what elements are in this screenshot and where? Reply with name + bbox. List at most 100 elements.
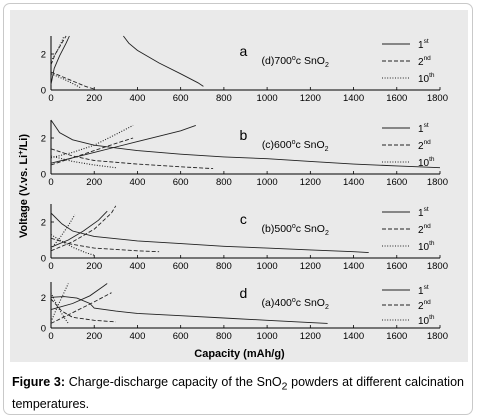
x-tick-label: 0 (48, 331, 53, 342)
legend-label: 1st (418, 206, 429, 219)
legend-label: 1st (418, 284, 429, 297)
series-line-dashed (50, 148, 214, 170)
x-tick-label: 800 (216, 261, 232, 272)
series-line-dotted (50, 155, 116, 169)
series-line-dashed (50, 71, 95, 90)
legend-label: 2nd (418, 55, 431, 68)
y-tick-label: 2 (41, 293, 46, 304)
x-tick-label: 200 (86, 331, 102, 342)
x-tick-label: 1800 (427, 93, 448, 104)
series-line-dotted (50, 234, 95, 256)
series-line-dotted (50, 292, 69, 324)
x-tick-label: 1800 (427, 177, 448, 188)
x-tick-label: 800 (216, 93, 232, 104)
series-line-dashed (50, 298, 116, 323)
series-line-dashed (50, 205, 117, 252)
legend-label: 10th (418, 72, 435, 85)
x-tick-label: 1000 (257, 93, 278, 104)
caption-label: Figure 3: (12, 375, 66, 389)
x-tick-label: 1200 (300, 93, 321, 104)
series-line-dotted (50, 214, 76, 250)
legend-label: 2nd (418, 139, 431, 152)
x-tick-label: 1800 (427, 261, 448, 272)
x-tick-label: 200 (86, 93, 102, 104)
x-tick-label: 400 (130, 177, 146, 188)
legend-label: 10th (418, 314, 435, 327)
figure-frame: 0 200 400 600 800 1000 1200 1400 1600 1800 0 2 a (d)7… (3, 3, 473, 415)
series-line-dotted (50, 35, 65, 62)
x-tick-label: 400 (130, 261, 146, 272)
y-axis-label: Voltage (V.vs. Li+/Li) (16, 134, 30, 238)
x-tick-label: 1800 (427, 331, 448, 342)
legend-label: 2nd (418, 299, 431, 312)
x-tick-label: 600 (173, 93, 189, 104)
x-tick-label: 1200 (300, 331, 321, 342)
series-line-solid (50, 124, 196, 164)
panel-letter: b (239, 127, 247, 143)
x-tick-label: 1200 (300, 177, 321, 188)
x-tick-label: 1000 (257, 177, 278, 188)
x-tick-label: 600 (173, 331, 189, 342)
y-tick-label: 0 (41, 170, 46, 181)
caption-subscript: 2 (281, 381, 288, 393)
chart-panel: 0 200 400 600 800 1000 1200 1400 1600 1800 0 2 a (d)7… (10, 10, 468, 362)
x-tick-label: 1600 (386, 93, 407, 104)
x-tick-label: 1600 (386, 331, 407, 342)
legend-label: 1st (418, 122, 429, 135)
legend-label: 1st (418, 38, 429, 51)
x-tick-label: 1000 (257, 331, 278, 342)
x-tick-label: 1400 (343, 93, 364, 104)
y-tick-label: 2 (41, 134, 46, 145)
x-tick-label: 800 (216, 331, 232, 342)
series-line-solid (50, 212, 369, 254)
legend-label: 2nd (418, 223, 431, 236)
series-line-dotted (50, 73, 82, 89)
y-tick-label: 2 (41, 218, 46, 229)
x-tick-label: 0 (48, 93, 53, 104)
legend-label: 10th (418, 156, 435, 169)
x-tick-label: 0 (48, 261, 53, 272)
series-line-solid (123, 35, 204, 87)
caption-text: Charge-discharge capacity of the SnO (68, 375, 282, 389)
x-tick-label: 600 (173, 177, 189, 188)
x-tick-label: 1600 (386, 261, 407, 272)
panel-label: (c)600oc SnO2 (262, 139, 329, 153)
series-line-dashed (50, 137, 134, 166)
x-tick-label: 1400 (343, 177, 364, 188)
series-line-dashed (50, 35, 67, 65)
series-line-dotted (50, 124, 134, 159)
caption-text-after: powders at different calcination tempera… (12, 375, 464, 411)
y-tick-label: 0 (41, 324, 46, 335)
figure-caption: Figure 3: Charge-discharge capacity of t… (12, 374, 464, 412)
x-axis-label: Capacity (mAh/g) (194, 348, 285, 360)
x-tick-label: 1400 (343, 261, 364, 272)
panel-label: (d)700oc SnO2 (262, 55, 329, 69)
x-tick-label: 0 (48, 177, 53, 188)
y-tick-label: 0 (41, 254, 46, 265)
x-tick-label: 800 (216, 177, 232, 188)
series-line-dotted (50, 283, 69, 323)
x-tick-label: 1200 (300, 261, 321, 272)
panel-letter: d (239, 285, 247, 301)
y-tick-label: 2 (41, 50, 46, 61)
legend-label: 10th (418, 240, 435, 253)
series-line-solid (50, 210, 108, 248)
x-tick-label: 200 (86, 177, 102, 188)
series-line-solid (50, 119, 441, 169)
x-tick-label: 600 (173, 261, 189, 272)
x-tick-label: 400 (130, 331, 146, 342)
x-tick-label: 200 (86, 261, 102, 272)
series-line-solid (50, 283, 108, 311)
x-tick-label: 1400 (343, 331, 364, 342)
x-tick-label: 1000 (257, 261, 278, 272)
series-line-solid (50, 35, 70, 85)
panel-label: (b)500oc SnO2 (262, 223, 329, 237)
panel-letter: a (239, 43, 247, 59)
x-tick-label: 1600 (386, 177, 407, 188)
panel-letter: c (240, 211, 247, 227)
x-tick-label: 400 (130, 93, 146, 104)
series-line-dashed (50, 292, 112, 324)
panel-label: (a)400oc SnO2 (262, 297, 329, 311)
y-tick-label: 0 (41, 86, 46, 97)
